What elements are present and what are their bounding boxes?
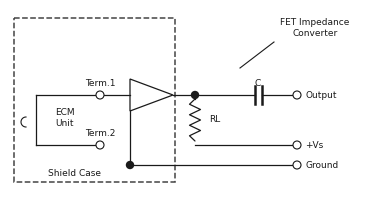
Circle shape xyxy=(96,141,104,149)
Circle shape xyxy=(293,141,301,149)
Text: Output: Output xyxy=(305,90,336,100)
Text: Term.2: Term.2 xyxy=(85,128,115,138)
Circle shape xyxy=(192,92,198,99)
Circle shape xyxy=(293,161,301,169)
Circle shape xyxy=(293,91,301,99)
Text: Term.1: Term.1 xyxy=(85,79,115,87)
Circle shape xyxy=(96,91,104,99)
Text: Shield Case: Shield Case xyxy=(48,169,102,179)
Circle shape xyxy=(127,162,133,168)
Text: RL: RL xyxy=(209,116,220,124)
Text: +Vs: +Vs xyxy=(305,141,323,149)
Text: FET Impedance
Converter: FET Impedance Converter xyxy=(280,18,350,38)
Text: Ground: Ground xyxy=(305,161,338,169)
Bar xyxy=(14,18,175,182)
Text: C: C xyxy=(255,79,261,87)
Text: ECM
Unit: ECM Unit xyxy=(55,108,75,128)
